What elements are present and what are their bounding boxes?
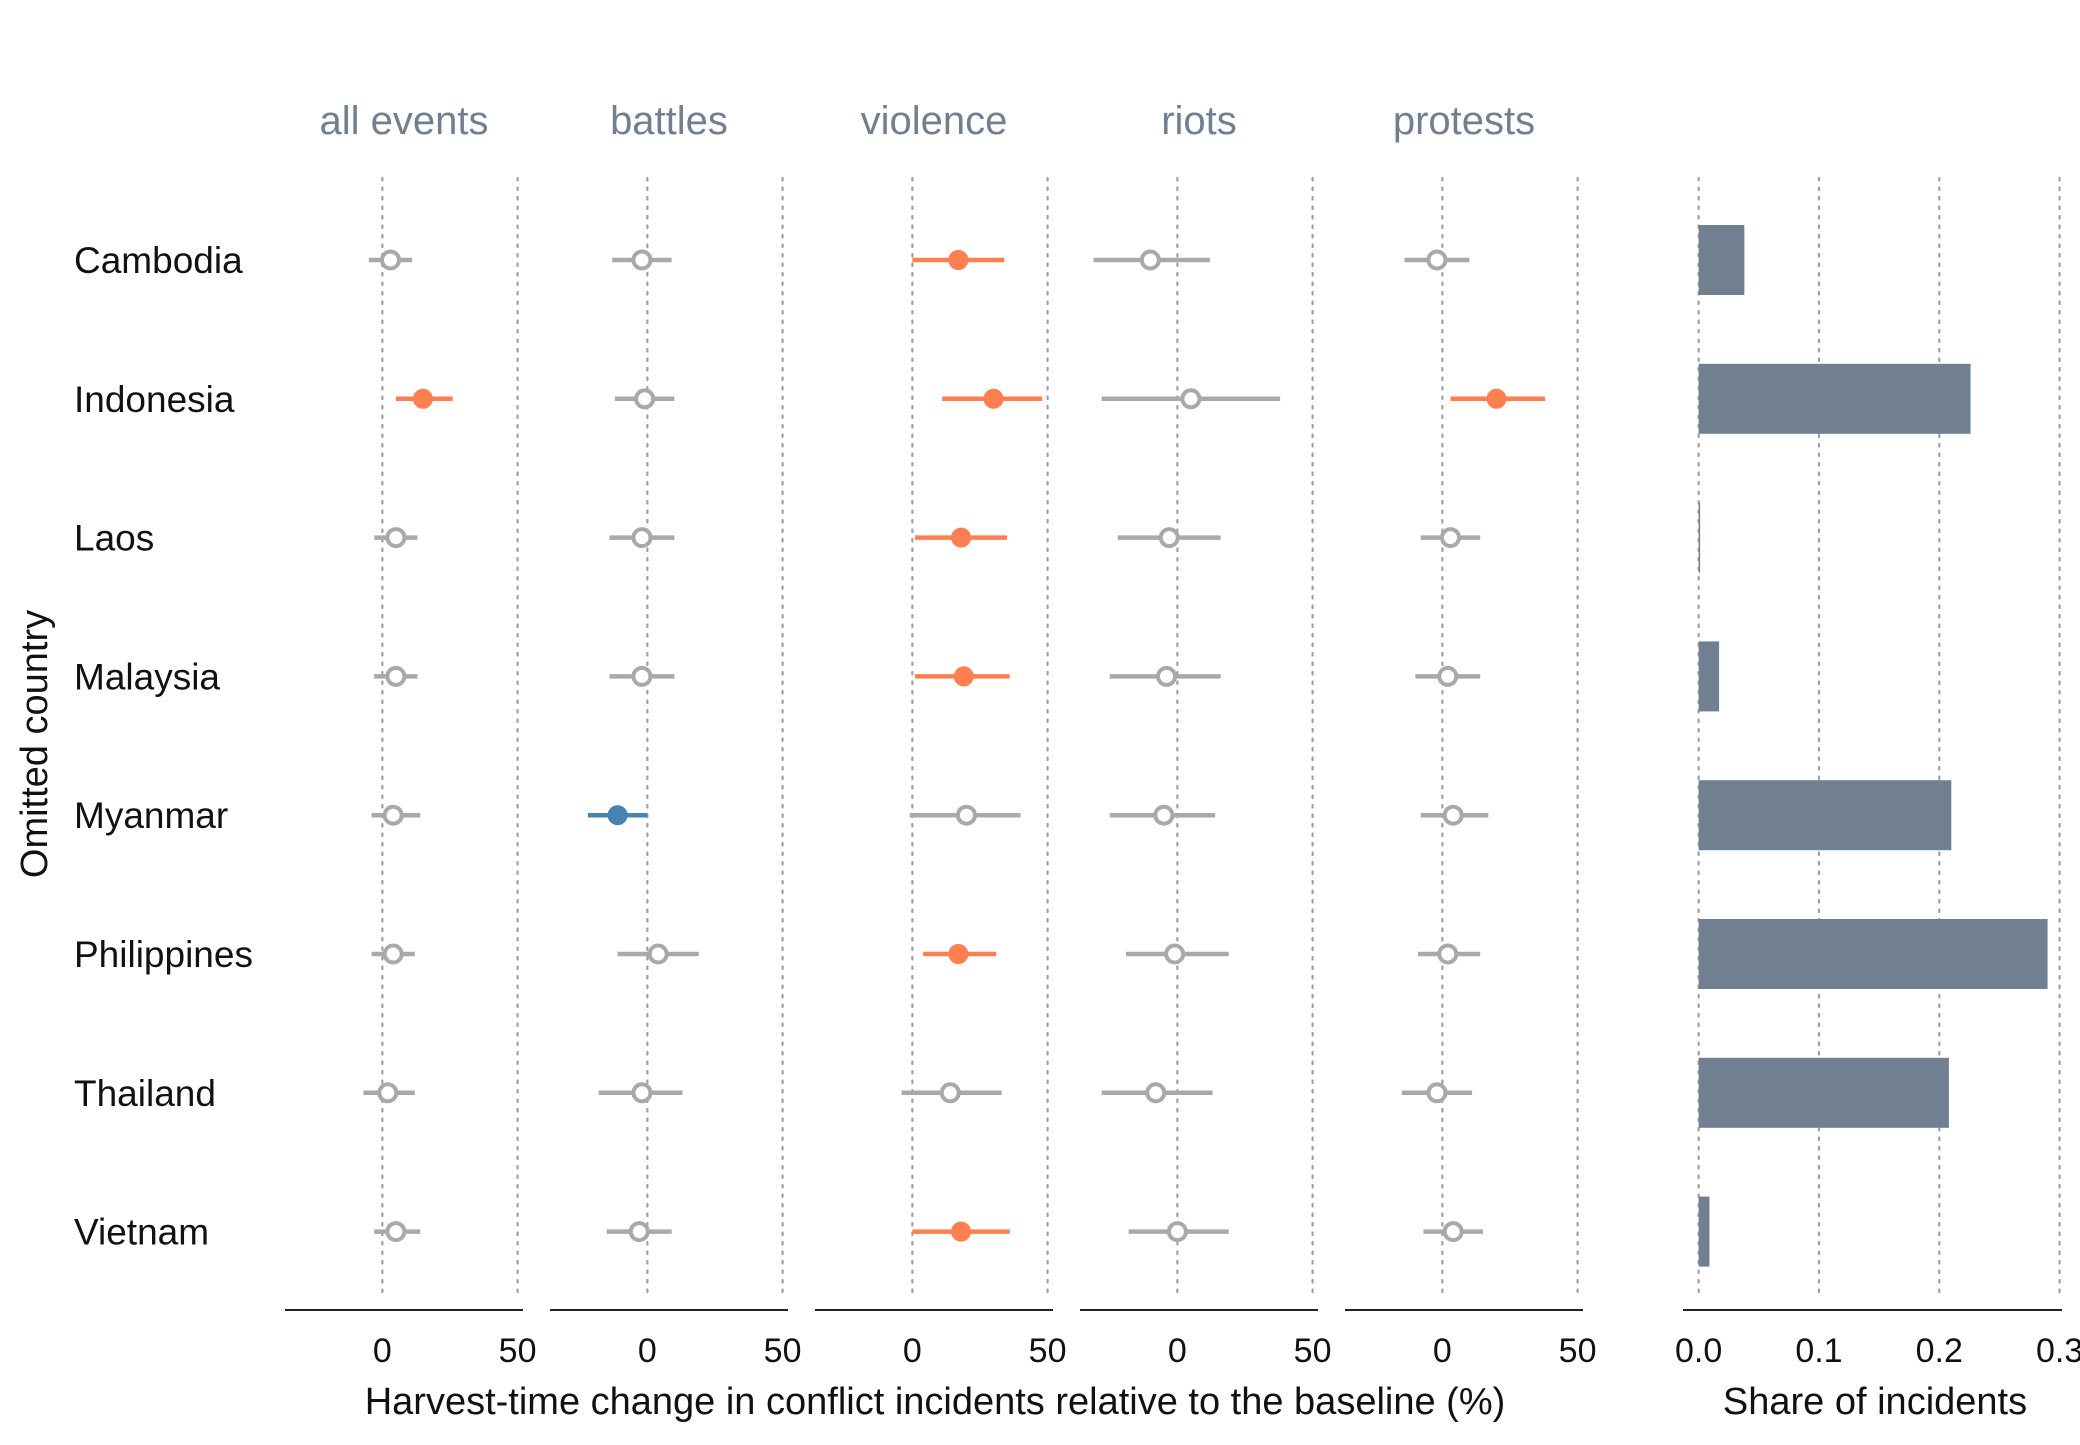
estimate-point (1156, 665, 1178, 687)
estimate-point (647, 943, 669, 965)
estimate-point (983, 388, 1004, 409)
estimate-point (1164, 943, 1186, 965)
y-axis-title: Omitted country (14, 610, 56, 878)
estimate-point (939, 1082, 961, 1104)
country-label: Thailand (74, 1073, 216, 1114)
estimate-point (1426, 1082, 1448, 1104)
estimate-point (953, 666, 974, 687)
tick-label: 0.1 (1795, 1332, 1842, 1370)
tick-label: 0 (638, 1332, 657, 1370)
estimate-point (385, 1221, 407, 1243)
country-label: Malaysia (74, 656, 220, 697)
tick-label: 0 (1433, 1332, 1452, 1370)
estimate-point (412, 388, 433, 409)
tick-label: 0 (1168, 1332, 1187, 1370)
estimate-point (951, 527, 972, 548)
panel-title-violence: violence (861, 99, 1008, 143)
marks-layer (363, 225, 2048, 1267)
tick-label: 50 (764, 1332, 802, 1370)
x-axis-title: Harvest-time change in conflict incident… (365, 1381, 1506, 1423)
panel-title-riots: riots (1161, 99, 1237, 143)
estimate-point (1166, 1221, 1188, 1243)
share-bar (1698, 502, 1701, 573)
country-label: Philippines (74, 934, 253, 975)
tick-label: 0 (903, 1332, 922, 1370)
estimate-point (1153, 804, 1175, 826)
tick-label: 50 (499, 1332, 537, 1370)
country-label: Vietnam (74, 1212, 209, 1253)
tick-label: 50 (1294, 1332, 1332, 1370)
estimate-point (1180, 388, 1202, 410)
estimate-point (1426, 249, 1448, 271)
estimate-point (631, 665, 653, 687)
estimate-point (1439, 527, 1461, 549)
country-label: Myanmar (74, 795, 228, 836)
tick-label: 0 (373, 1332, 392, 1370)
share-bar (1698, 919, 2048, 989)
country-label: Cambodia (74, 240, 243, 281)
estimate-point (1437, 943, 1459, 965)
estimate-point (628, 1221, 650, 1243)
estimate-point (607, 805, 628, 826)
estimate-point (382, 804, 404, 826)
estimate-point (634, 388, 656, 410)
panel-title-all-events: all events (320, 99, 489, 143)
estimate-point (385, 527, 407, 549)
country-label: Indonesia (74, 379, 235, 420)
panel-title-battles: battles (610, 99, 728, 143)
estimate-point (1486, 388, 1507, 409)
tick-label: 50 (1029, 1332, 1067, 1370)
estimate-point (631, 249, 653, 271)
panel-title-protests: protests (1393, 99, 1535, 143)
share-bar (1698, 1196, 1710, 1267)
estimate-point (948, 944, 969, 964)
tick-label: 0.0 (1675, 1332, 1722, 1370)
estimate-point (951, 1221, 972, 1242)
share-bar (1698, 641, 1720, 712)
estimate-point (631, 1082, 653, 1104)
estimate-point (631, 527, 653, 549)
tick-label: 0.3 (2036, 1332, 2080, 1370)
estimate-point (948, 250, 969, 270)
share-bar (1698, 363, 1971, 434)
estimate-point (385, 665, 407, 687)
estimate-point (1158, 527, 1180, 549)
estimate-point (377, 1082, 399, 1104)
estimate-point (382, 943, 404, 965)
estimate-point (955, 804, 977, 826)
country-label: Laos (74, 518, 154, 559)
estimate-point (1145, 1082, 1167, 1104)
bar-x-axis-title: Share of incidents (1723, 1381, 2027, 1423)
share-bar (1698, 780, 1952, 851)
estimate-point (1139, 249, 1161, 271)
tick-label: 50 (1559, 1332, 1597, 1370)
estimate-point (379, 249, 401, 271)
text-layer: Cambodia Indonesia Laos Malaysia Myanmar Phil… (14, 99, 2080, 1423)
tick-label: 0.2 (1916, 1332, 1963, 1370)
estimate-point (1442, 804, 1464, 826)
share-bar (1698, 1057, 1949, 1128)
share-bar (1698, 225, 1745, 295)
estimate-point (1442, 1221, 1464, 1243)
estimate-point (1437, 665, 1459, 687)
